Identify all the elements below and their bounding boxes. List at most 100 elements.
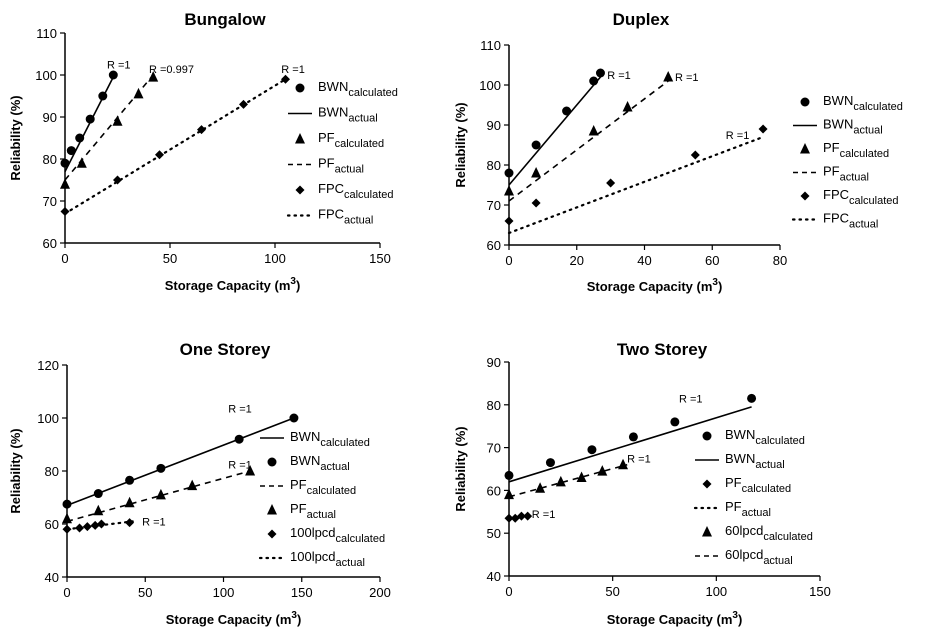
data-point <box>504 216 514 226</box>
legend-entry: FPCcalculated <box>800 187 899 207</box>
annotation-r-value: R =1 <box>675 72 699 84</box>
legend-marker-swatch <box>295 185 305 195</box>
legend-label-main: BWN <box>318 79 348 94</box>
annotation-r-value: R =1 <box>281 64 305 76</box>
y-tick-label: 70 <box>487 198 501 213</box>
y-tick-label: 60 <box>45 517 59 532</box>
series-5 <box>62 518 135 534</box>
x-tick-label: 50 <box>605 584 619 599</box>
data-point <box>62 512 72 524</box>
legend-label-main: PF <box>290 477 307 492</box>
series-6 <box>65 520 134 531</box>
data-point <box>597 465 608 476</box>
legend-label-sub: calculated <box>849 195 899 207</box>
series-3 <box>504 511 533 523</box>
legend-entry: 100lpcdcalculated <box>267 525 385 545</box>
legend-label-sub: calculated <box>755 435 805 447</box>
chart-title: Duplex <box>613 10 670 29</box>
legend-label-main: PF <box>823 164 840 179</box>
annotation-r-value: R =1 <box>607 70 631 82</box>
data-point <box>108 70 118 80</box>
data-point <box>587 445 597 455</box>
series-2 <box>508 406 752 483</box>
x-tick-label: 150 <box>369 251 391 266</box>
series-line <box>65 520 134 531</box>
y-tick-label: 80 <box>487 398 501 413</box>
data-point <box>245 465 256 476</box>
y-tick-label: 100 <box>37 411 59 426</box>
data-point <box>670 417 680 427</box>
legend-label-main: PF <box>318 130 335 145</box>
x-tick-label: 200 <box>369 585 391 600</box>
x-tick-label: 100 <box>213 585 235 600</box>
data-point <box>531 167 542 178</box>
x-tick-label: 60 <box>705 253 719 268</box>
x-tick-label: 150 <box>291 585 313 600</box>
y-tick-label: 50 <box>487 526 501 541</box>
legend-label-sub: calculated <box>853 101 903 113</box>
legend-label: BWNactual <box>725 451 785 471</box>
legend-label-sub: actual <box>344 215 373 227</box>
series-3 <box>60 71 159 189</box>
x-tick-label: 80 <box>773 253 787 268</box>
legend-label-main: FPC <box>823 211 849 226</box>
legend-entry: BWNactual <box>793 117 883 137</box>
annotation-r-value: R =1 <box>228 404 252 416</box>
x-tick-label: 20 <box>570 253 584 268</box>
legend-marker-swatch <box>267 504 277 515</box>
legend-marker-swatch <box>702 479 712 489</box>
legend-entry: PFactual <box>793 164 869 184</box>
data-point <box>112 115 123 126</box>
data-point <box>595 68 605 78</box>
y-axis-label: Reliability (%) <box>453 102 468 187</box>
legend-label: PFcalculated <box>290 477 356 497</box>
series-1 <box>504 393 757 480</box>
legend-label: 60lpcdcalculated <box>725 523 813 543</box>
y-tick-label: 120 <box>37 358 59 373</box>
series-line <box>508 80 669 202</box>
y-tick-label: 80 <box>45 464 59 479</box>
legend-entry: 60lpcdactual <box>695 547 793 567</box>
y-tick-label: 100 <box>479 78 501 93</box>
legend-marker-swatch <box>267 529 277 539</box>
annotation-r-value: R =1 <box>726 130 750 142</box>
x-axis-label-main: Storage Capacity (m <box>607 612 733 627</box>
legend-label-main: 100lpcd <box>290 525 336 540</box>
legend-entry: BWNcalculated <box>260 429 370 449</box>
y-tick-label: 110 <box>480 38 501 53</box>
x-tick-label: 0 <box>505 584 512 599</box>
x-axis-label-end: ) <box>738 612 742 627</box>
y-tick-label: 110 <box>36 26 57 41</box>
legend-entry: BWNactual <box>267 453 350 473</box>
legend-label: PFactual <box>725 499 771 519</box>
legend-marker-swatch <box>800 97 810 107</box>
legend-entry: PFactual <box>693 499 771 519</box>
y-tick-label: 60 <box>43 236 57 251</box>
legend-label-main: FPC <box>823 187 849 202</box>
x-axis-label: Storage Capacity (m3) <box>166 610 302 627</box>
y-axis-label: Reliability (%) <box>8 428 23 513</box>
annotation-r-value: R =1 <box>679 394 703 406</box>
y-tick-label: 90 <box>43 110 57 125</box>
annotation-r-value: R =1 <box>107 60 131 72</box>
x-axis-label-end: ) <box>718 279 722 294</box>
data-point <box>234 434 244 444</box>
legend-label-sub: actual <box>853 125 882 137</box>
legend-label-sub: actual <box>742 507 771 519</box>
data-point <box>504 168 514 178</box>
series-5 <box>504 124 768 226</box>
legend-label-sub: actual <box>840 172 869 184</box>
data-point <box>747 393 757 403</box>
data-point <box>576 471 587 483</box>
x-tick-label: 100 <box>705 584 727 599</box>
legend-label-sub: actual <box>348 113 377 125</box>
legend-marker-swatch <box>702 431 712 441</box>
data-point <box>93 489 103 499</box>
legend-label-main: FPC <box>318 181 344 196</box>
series-line <box>66 417 295 507</box>
legend-label-main: PF <box>725 475 742 490</box>
series-line <box>64 74 154 181</box>
data-point <box>289 413 299 423</box>
series-4 <box>64 74 154 181</box>
data-point <box>62 499 72 509</box>
